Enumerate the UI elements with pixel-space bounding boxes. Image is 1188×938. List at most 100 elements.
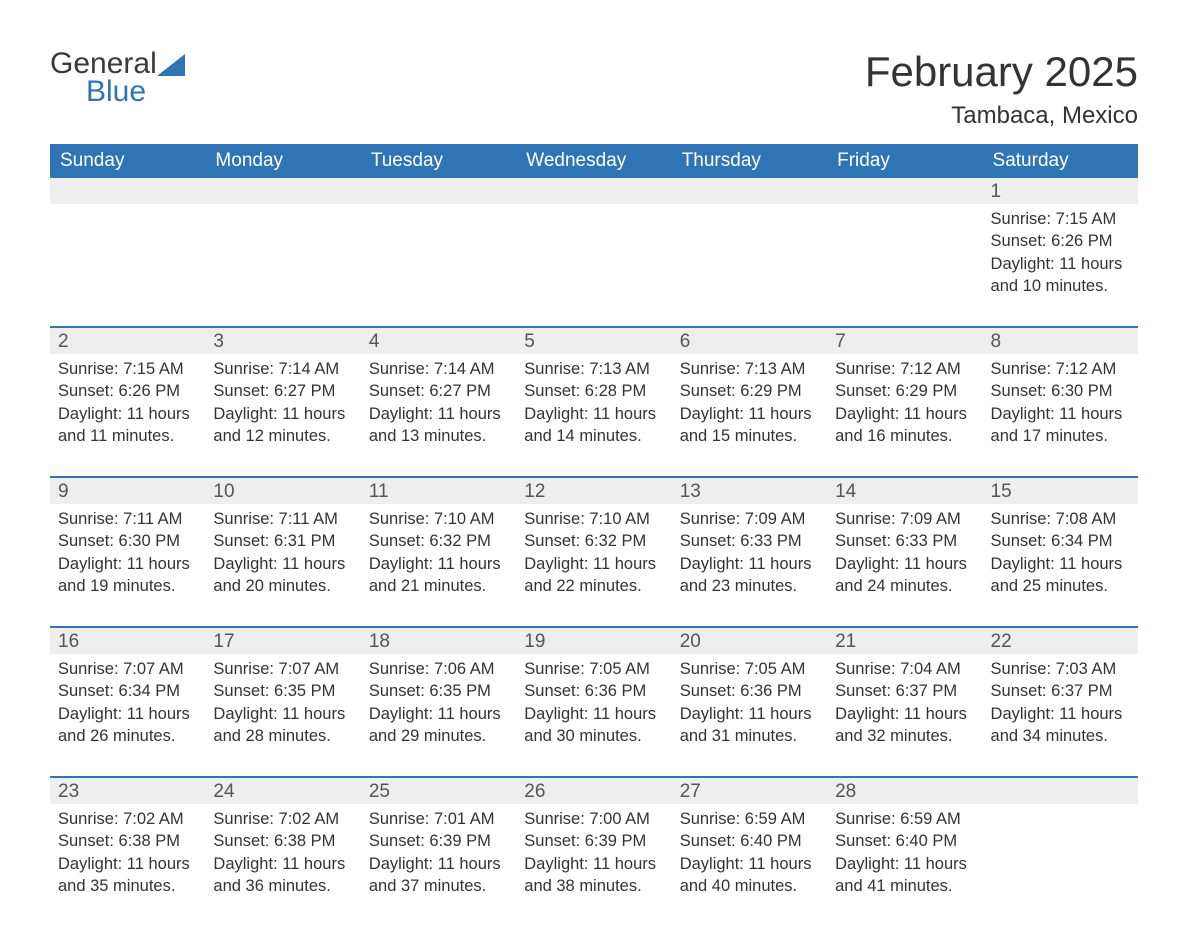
calendar-cell: 3Sunrise: 7:14 AMSunset: 6:27 PMDaylight… xyxy=(205,328,360,448)
calendar-cell: 11Sunrise: 7:10 AMSunset: 6:32 PMDayligh… xyxy=(361,478,516,598)
daylight-text: Daylight: 11 hours and 30 minutes. xyxy=(524,703,663,748)
day-number xyxy=(983,778,1138,804)
daylight-text: Daylight: 11 hours and 13 minutes. xyxy=(369,403,508,448)
day-number: 26 xyxy=(516,778,671,804)
sunrise-text: Sunrise: 7:05 AM xyxy=(524,658,663,680)
day-number: 6 xyxy=(672,328,827,354)
calendar-cell: 5Sunrise: 7:13 AMSunset: 6:28 PMDaylight… xyxy=(516,328,671,448)
daylight-text: Daylight: 11 hours and 26 minutes. xyxy=(58,703,197,748)
day-number xyxy=(672,178,827,204)
sunrise-text: Sunrise: 6:59 AM xyxy=(680,808,819,830)
day-number: 19 xyxy=(516,628,671,654)
logo-sail-icon xyxy=(157,54,185,76)
calendar-cell: 22 Sunrise: 7:03 AMSunset: 6:37 PMDayligh… xyxy=(983,628,1138,748)
logo-blue: Blue xyxy=(86,76,185,108)
sunset-text: Sunset: 6:34 PM xyxy=(58,680,197,702)
day-number: 1 xyxy=(983,178,1138,204)
day-number: 16 xyxy=(50,628,205,654)
sunrise-text: Sunrise: 7:06 AM xyxy=(369,658,508,680)
sunset-text: Sunset: 6:26 PM xyxy=(991,230,1130,252)
day-number: 2 xyxy=(50,328,205,354)
sunset-text: Sunset: 6:30 PM xyxy=(58,530,197,552)
sunset-text: Sunset: 6:32 PM xyxy=(524,530,663,552)
calendar-cell xyxy=(672,178,827,298)
day-details: Sunrise: 7:12 AMSunset: 6:30 PMDaylight:… xyxy=(983,354,1138,447)
sunset-text: Sunset: 6:34 PM xyxy=(991,530,1130,552)
sunset-text: Sunset: 6:26 PM xyxy=(58,380,197,402)
calendar-cell: 18Sunrise: 7:06 AMSunset: 6:35 PMDayligh… xyxy=(361,628,516,748)
daylight-text: Daylight: 11 hours and 36 minutes. xyxy=(213,853,352,898)
weekday-header-row: Sunday Monday Tuesday Wednesday Thursday… xyxy=(50,144,1138,178)
sunset-text: Sunset: 6:33 PM xyxy=(835,530,974,552)
location: Tambaca, Mexico xyxy=(865,102,1138,130)
day-number xyxy=(50,178,205,204)
weekday-sunday: Sunday xyxy=(50,144,205,178)
day-details: Sunrise: 7:15 AMSunset: 6:26 PMDaylight:… xyxy=(50,354,205,447)
day-details: Sunrise: 7:09 AMSunset: 6:33 PMDaylight:… xyxy=(672,504,827,597)
day-details: Sunrise: 6:59 AMSunset: 6:40 PMDaylight:… xyxy=(827,804,982,897)
calendar-cell: 1Sunrise: 7:15 AMSunset: 6:26 PMDaylight… xyxy=(983,178,1138,298)
daylight-text: Daylight: 11 hours and 17 minutes. xyxy=(991,403,1130,448)
daylight-text: Daylight: 11 hours and 19 minutes. xyxy=(58,553,197,598)
calendar-cell: 27 Sunrise: 6:59 AMSunset: 6:40 PMDayligh… xyxy=(672,778,827,898)
day-number: 17 xyxy=(205,628,360,654)
sunrise-text: Sunrise: 7:04 AM xyxy=(835,658,974,680)
sunrise-text: Sunrise: 7:07 AM xyxy=(213,658,352,680)
calendar-cell: 24Sunrise: 7:02 AMSunset: 6:38 PMDayligh… xyxy=(205,778,360,898)
sunrise-text: Sunrise: 7:13 AM xyxy=(524,358,663,380)
weekday-thursday: Thursday xyxy=(672,144,827,178)
calendar-cell: 17Sunrise: 7:07 AMSunset: 6:35 PMDayligh… xyxy=(205,628,360,748)
weekday-friday: Friday xyxy=(827,144,982,178)
day-number: 22 xyxy=(983,628,1138,654)
calendar-cell: 15Sunrise: 7:08 AMSunset: 6:34 PMDayligh… xyxy=(983,478,1138,598)
daylight-text: Daylight: 11 hours and 14 minutes. xyxy=(524,403,663,448)
calendar-week: 2Sunrise: 7:15 AMSunset: 6:26 PMDaylight… xyxy=(50,326,1138,448)
day-details: Sunrise: 7:04 AMSunset: 6:37 PMDaylight:… xyxy=(827,654,982,747)
sunset-text: Sunset: 6:40 PM xyxy=(835,830,974,852)
day-details: Sunrise: 7:11 AMSunset: 6:31 PMDaylight:… xyxy=(205,504,360,597)
daylight-text: Daylight: 11 hours and 34 minutes. xyxy=(991,703,1130,748)
daylight-text: Daylight: 11 hours and 22 minutes. xyxy=(524,553,663,598)
day-number: 23 xyxy=(50,778,205,804)
day-number: 13 xyxy=(672,478,827,504)
day-number: 20 xyxy=(672,628,827,654)
sunrise-text: Sunrise: 7:10 AM xyxy=(369,508,508,530)
sunset-text: Sunset: 6:37 PM xyxy=(835,680,974,702)
sunrise-text: Sunrise: 7:03 AM xyxy=(991,658,1130,680)
day-details: Sunrise: 7:10 AMSunset: 6:32 PMDaylight:… xyxy=(516,504,671,597)
weekday-saturday: Saturday xyxy=(983,144,1138,178)
sunset-text: Sunset: 6:40 PM xyxy=(680,830,819,852)
calendar-week: 16Sunrise: 7:07 AMSunset: 6:34 PMDayligh… xyxy=(50,626,1138,748)
daylight-text: Daylight: 11 hours and 40 minutes. xyxy=(680,853,819,898)
sunrise-text: Sunrise: 7:09 AM xyxy=(680,508,819,530)
day-number xyxy=(361,178,516,204)
daylight-text: Daylight: 11 hours and 15 minutes. xyxy=(680,403,819,448)
calendar-cell: 7Sunrise: 7:12 AMSunset: 6:29 PMDaylight… xyxy=(827,328,982,448)
day-details: Sunrise: 7:10 AMSunset: 6:32 PMDaylight:… xyxy=(361,504,516,597)
sunset-text: Sunset: 6:27 PM xyxy=(213,380,352,402)
daylight-text: Daylight: 11 hours and 20 minutes. xyxy=(213,553,352,598)
daylight-text: Daylight: 11 hours and 25 minutes. xyxy=(991,553,1130,598)
sunset-text: Sunset: 6:37 PM xyxy=(991,680,1130,702)
day-number: 27 xyxy=(672,778,827,804)
calendar-cell xyxy=(50,178,205,298)
day-number xyxy=(827,178,982,204)
sunset-text: Sunset: 6:35 PM xyxy=(213,680,352,702)
day-details: Sunrise: 7:14 AMSunset: 6:27 PMDaylight:… xyxy=(361,354,516,447)
calendar-cell xyxy=(516,178,671,298)
daylight-text: Daylight: 11 hours and 21 minutes. xyxy=(369,553,508,598)
day-number: 12 xyxy=(516,478,671,504)
header: General Blue February 2025 Tambaca, Mexi… xyxy=(50,48,1138,136)
calendar-cell: 16Sunrise: 7:07 AMSunset: 6:34 PMDayligh… xyxy=(50,628,205,748)
day-details: Sunrise: 7:11 AMSunset: 6:30 PMDaylight:… xyxy=(50,504,205,597)
calendar-cell: 2Sunrise: 7:15 AMSunset: 6:26 PMDaylight… xyxy=(50,328,205,448)
daylight-text: Daylight: 11 hours and 37 minutes. xyxy=(369,853,508,898)
day-details: Sunrise: 7:02 AMSunset: 6:38 PMDaylight:… xyxy=(205,804,360,897)
sunset-text: Sunset: 6:39 PM xyxy=(524,830,663,852)
calendar-cell: 8Sunrise: 7:12 AMSunset: 6:30 PMDaylight… xyxy=(983,328,1138,448)
calendar-cell xyxy=(205,178,360,298)
calendar-cell: 20Sunrise: 7:05 AMSunset: 6:36 PMDayligh… xyxy=(672,628,827,748)
day-details: Sunrise: 7:14 AMSunset: 6:27 PMDaylight:… xyxy=(205,354,360,447)
day-number: 15 xyxy=(983,478,1138,504)
sunrise-text: Sunrise: 7:01 AM xyxy=(369,808,508,830)
